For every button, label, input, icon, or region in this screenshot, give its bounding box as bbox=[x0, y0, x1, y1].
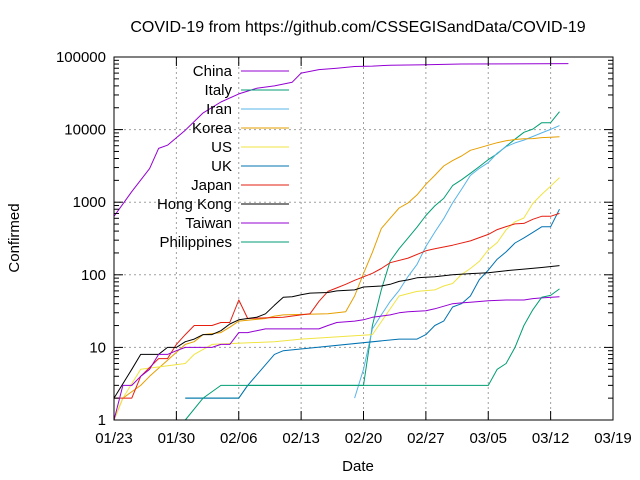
series-line-taiwan bbox=[113, 296, 560, 421]
x-tick-label: 03/19 bbox=[594, 430, 632, 447]
axes: 1 10 100 1000 10000 100000 01/23 01/30 02/06 02/1… bbox=[56, 49, 632, 447]
grid bbox=[114, 57, 613, 420]
series-line-italy bbox=[185, 111, 560, 399]
y-tick-label: 1000 bbox=[73, 194, 106, 211]
chart-title: COVID-19 from https://github.com/CSSEGIS… bbox=[130, 19, 585, 36]
legend: China Italy Iran Korea US UK Japan Hong Kong Tai… bbox=[157, 63, 289, 251]
x-tick-label: 02/27 bbox=[407, 430, 445, 447]
legend-label-philippines: Philippines bbox=[159, 234, 232, 251]
x-tick-label: 02/13 bbox=[282, 430, 320, 447]
series-line-china bbox=[113, 63, 569, 217]
legend-label-iran: Iran bbox=[206, 101, 232, 118]
series-line-iran bbox=[354, 125, 560, 399]
y-tick-label: 10 bbox=[89, 339, 106, 356]
legend-label-korea: Korea bbox=[192, 120, 233, 137]
series-line-us bbox=[113, 177, 560, 421]
series-line-uk bbox=[185, 208, 560, 399]
series-line-philippines bbox=[184, 288, 560, 421]
y-tick-label: 100000 bbox=[56, 49, 106, 66]
legend-label-japan: Japan bbox=[191, 177, 232, 194]
legend-label-uk: UK bbox=[211, 158, 232, 175]
series-line-hong-kong bbox=[113, 265, 560, 399]
x-tick-label: 01/23 bbox=[95, 430, 133, 447]
x-axis-label: Date bbox=[342, 458, 374, 475]
y-axis-label: Confirmed bbox=[6, 203, 23, 272]
x-tick-label: 03/05 bbox=[469, 430, 507, 447]
legend-label-china: China bbox=[193, 63, 233, 80]
legend-label-taiwan: Taiwan bbox=[185, 215, 232, 232]
legend-label-us: US bbox=[211, 139, 232, 156]
series-layer bbox=[113, 63, 569, 421]
legend-label-italy: Italy bbox=[204, 82, 232, 99]
x-tick-label: 03/12 bbox=[532, 430, 570, 447]
x-tick-label: 02/06 bbox=[220, 430, 258, 447]
x-tick-label: 01/30 bbox=[158, 430, 196, 447]
legend-label-hong-kong: Hong Kong bbox=[157, 196, 232, 213]
series-line-korea bbox=[113, 136, 560, 421]
x-tick-label: 02/20 bbox=[345, 430, 383, 447]
y-tick-label: 1 bbox=[98, 412, 106, 429]
y-tick-label: 10000 bbox=[64, 122, 106, 139]
series-line-japan bbox=[114, 212, 560, 399]
y-tick-label: 100 bbox=[81, 267, 106, 284]
